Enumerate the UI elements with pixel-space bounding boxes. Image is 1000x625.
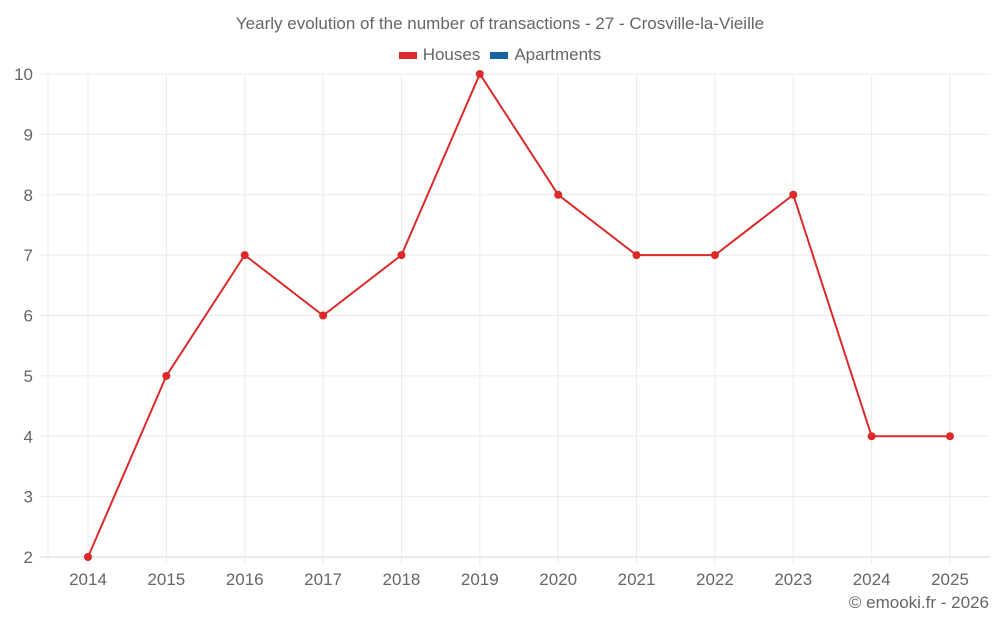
copyright-credit: © emooki.fr - 2026 (848, 593, 989, 612)
data-point[interactable] (84, 553, 92, 561)
y-tick-label: 10 (14, 65, 33, 84)
houses-swatch-icon (398, 51, 417, 59)
legend-item-apartments[interactable]: Apartments (490, 45, 601, 65)
apartments-swatch-icon (490, 51, 509, 59)
x-tick-label: 2022 (696, 570, 734, 589)
x-tick-label: 2020 (539, 570, 577, 589)
data-point[interactable] (319, 311, 328, 320)
y-tick-label: 4 (24, 427, 33, 446)
data-point[interactable] (240, 251, 249, 260)
x-tick-label: 2014 (69, 570, 107, 589)
data-point[interactable] (632, 251, 641, 260)
y-tick-label: 9 (24, 125, 33, 144)
y-tick-label: 3 (24, 488, 33, 507)
x-tick-label: 2017 (304, 570, 342, 589)
y-tick-label: 5 (24, 367, 33, 386)
y-tick-label: 8 (24, 186, 33, 205)
chart-title: Yearly evolution of the number of transa… (235, 14, 765, 33)
y-tick-label: 7 (24, 246, 33, 265)
x-tick-label: 2024 (853, 570, 891, 589)
x-tick-label: 2015 (147, 570, 185, 589)
data-point[interactable] (162, 371, 171, 380)
y-tick-label: 6 (24, 307, 33, 326)
data-point[interactable] (946, 432, 954, 441)
x-tick-label: 2019 (461, 570, 499, 589)
x-tick-label: 2021 (618, 570, 656, 589)
legend-label-houses: Houses (422, 45, 481, 64)
x-tick-label: 2023 (774, 570, 812, 589)
legend-item-houses[interactable]: Houses (398, 45, 481, 65)
data-point[interactable] (554, 190, 563, 199)
data-point[interactable] (789, 190, 798, 199)
data-point[interactable] (475, 70, 484, 78)
series-line-houses (87, 71, 950, 558)
legend: Houses Apartments (0, 45, 1000, 65)
data-point[interactable] (397, 251, 406, 260)
x-tick-label: 2025 (931, 570, 969, 589)
x-tick-label: 2018 (383, 570, 421, 589)
legend-label-apartments: Apartments (514, 45, 602, 64)
data-point[interactable] (710, 251, 719, 260)
y-tick-label: 2 (24, 548, 33, 567)
data-point[interactable] (867, 432, 876, 441)
x-tick-label: 2016 (226, 570, 264, 589)
